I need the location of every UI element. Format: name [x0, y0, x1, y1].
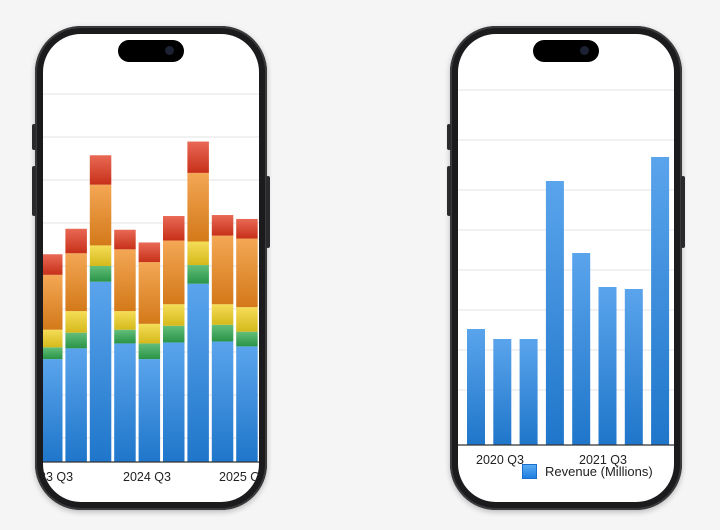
- bar: [624, 289, 643, 445]
- bar-segment-orange: [114, 249, 136, 312]
- bar: [519, 339, 538, 445]
- bar-segment-red: [89, 155, 112, 185]
- bar-segment-orange: [187, 172, 209, 242]
- phone-left: 23 Q3 2024 Q3 2025 Q: [32, 26, 270, 510]
- phone-side-button: [681, 176, 685, 248]
- bar-segment-blue: [65, 348, 87, 462]
- bar-segment-red: [114, 229, 136, 250]
- camera-icon: [165, 46, 174, 55]
- bar-segment-yellow: [163, 304, 185, 326]
- bar-segment-red: [43, 254, 63, 275]
- bar-segment-yellow: [43, 329, 63, 348]
- bar-segment-green: [211, 324, 234, 342]
- phone-screen: 2020 Q3 2021 Q3 Revenue (Millions): [458, 34, 674, 502]
- bar-segment-blue: [236, 346, 258, 462]
- bar: [572, 253, 591, 445]
- phone-side-button: [447, 124, 451, 150]
- phone-screen: 23 Q3 2024 Q3 2025 Q: [43, 34, 259, 502]
- bar-segment-green: [114, 329, 136, 344]
- bar-segment-red: [236, 218, 258, 239]
- bar-segment-blue: [43, 359, 63, 462]
- bar-segment-yellow: [89, 245, 112, 266]
- phone-right: 2020 Q3 2021 Q3 Revenue (Millions): [447, 26, 685, 510]
- bar-segment-orange: [138, 262, 161, 324]
- x-tick-label: 23 Q3: [43, 470, 73, 484]
- bar-segment-green: [43, 347, 63, 360]
- bar-segment-green: [65, 332, 87, 349]
- bar: [598, 287, 617, 445]
- stacked-bar-chart: 23 Q3 2024 Q3 2025 Q: [43, 93, 259, 484]
- bar-segment-green: [236, 331, 258, 347]
- bar-segment-red: [211, 215, 234, 236]
- bar: [651, 157, 670, 445]
- bar-segment-blue: [138, 359, 161, 462]
- bar-segment-yellow: [211, 304, 234, 325]
- bar-segment-green: [163, 325, 185, 343]
- dynamic-island: [533, 40, 599, 62]
- bar-segment-orange: [89, 184, 112, 246]
- bar-segment-yellow: [65, 311, 87, 333]
- bar-segment-green: [89, 266, 112, 282]
- bar-segment-blue: [89, 281, 112, 462]
- bar-segment-orange: [211, 235, 234, 305]
- chart-legend: Revenue (Millions): [522, 464, 653, 479]
- bar: [467, 329, 485, 445]
- bar-segment-yellow: [138, 323, 161, 344]
- legend-label: Revenue (Millions): [545, 464, 653, 479]
- phone-side-button: [266, 176, 270, 248]
- bar-segment-red: [187, 141, 209, 173]
- bar-segment-green: [187, 265, 209, 284]
- x-tick-label: 2024 Q3: [123, 470, 171, 484]
- bar-segment-orange: [43, 274, 63, 330]
- bar: [493, 339, 512, 445]
- bar-segment-green: [138, 343, 161, 360]
- bar-segment-yellow: [236, 307, 258, 332]
- bar-segment-yellow: [187, 241, 209, 266]
- bar-segment-red: [163, 216, 185, 241]
- x-tick-label: 2021 Q3: [579, 453, 627, 467]
- x-tick-label: 2025 Q: [219, 470, 259, 484]
- bar-segment-blue: [187, 283, 209, 462]
- bar-segment-blue: [114, 343, 136, 462]
- bar-segment-red: [65, 228, 87, 254]
- phone-side-button: [32, 166, 36, 216]
- phone-side-button: [32, 124, 36, 150]
- bar-segment-orange: [236, 238, 258, 308]
- bar-chart: 2020 Q3 2021 Q3: [458, 89, 674, 467]
- bar: [545, 181, 564, 445]
- bar-segment-blue: [163, 342, 185, 462]
- bar-segment-blue: [211, 341, 234, 462]
- bar-segment-yellow: [114, 311, 136, 330]
- phone-side-button: [447, 166, 451, 216]
- bar-segment-red: [138, 242, 161, 263]
- camera-icon: [580, 46, 589, 55]
- bar-segment-orange: [65, 253, 87, 312]
- x-tick-label: 2020 Q3: [476, 453, 524, 467]
- legend-swatch: [522, 464, 537, 479]
- dynamic-island: [118, 40, 184, 62]
- bar-segment-orange: [163, 240, 185, 305]
